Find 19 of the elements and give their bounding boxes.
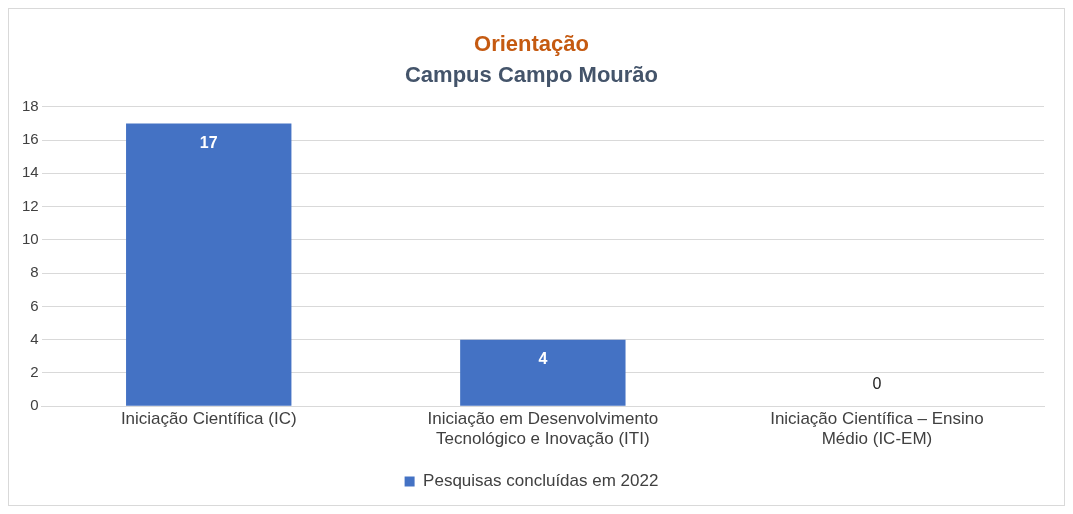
data-label: 0 <box>872 374 882 392</box>
y-tick-label: 6 <box>30 296 39 314</box>
chart-title: Orientação <box>474 31 589 57</box>
y-tick-label: 18 <box>22 96 39 114</box>
legend-label: Pesquisas concluídas em 2022 <box>423 471 659 491</box>
chart-subtitle: Campus Campo Mourão <box>404 61 659 87</box>
data-label: 4 <box>538 350 548 368</box>
y-tick-label: 8 <box>30 263 39 281</box>
y-tick-label: 16 <box>22 130 39 148</box>
y-tick-label: 0 <box>30 396 39 414</box>
data-label: 17 <box>199 133 218 151</box>
y-tick-label: 14 <box>22 163 39 181</box>
x-tick-label: Iniciação em Desenvolvimento Tecnológico e Inovação (ITI) <box>427 409 659 449</box>
y-tick-label: 12 <box>22 196 39 214</box>
y-tick-label: 4 <box>30 329 39 347</box>
y-tick-label: 2 <box>30 363 39 381</box>
x-tick-label: Iniciação Científica – Ensino Médio (IC-EM) <box>770 409 984 449</box>
y-tick-label: 10 <box>22 230 39 248</box>
x-tick-label: Iniciação Científica (IC) <box>120 409 297 429</box>
